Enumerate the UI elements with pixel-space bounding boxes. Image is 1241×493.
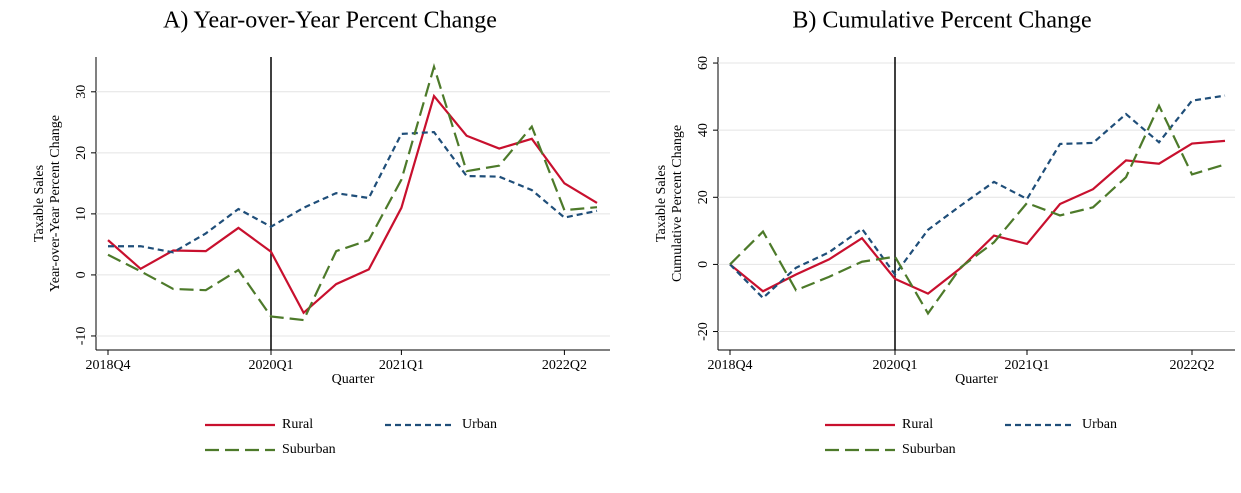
series-line (107, 62, 598, 322)
x-tick-label: 2021Q1 (1004, 358, 1049, 373)
y-tick-label: 20 (74, 146, 89, 160)
x-tick-label: 2020Q1 (248, 358, 293, 373)
x-tick-label: 2021Q1 (379, 358, 424, 373)
y-tick-label: -10 (74, 327, 89, 346)
series-line (729, 94, 1226, 300)
y-axis-label: Taxable Sales (654, 165, 669, 242)
y-axis-label: Year-over-Year Percent Change (48, 115, 63, 292)
x-tick-label: 2018Q4 (707, 358, 752, 373)
chart-title: B) Cumulative Percent Change (792, 8, 1091, 34)
x-axis-label: Quarter (955, 372, 998, 387)
x-axis-label: Quarter (332, 372, 375, 387)
y-tick-label: 20 (696, 190, 711, 204)
y-tick-label: -20 (696, 322, 711, 341)
legend-label: Rural (902, 417, 933, 432)
y-tick-label: 40 (696, 123, 711, 137)
chart-title: A) Year-over-Year Percent Change (163, 8, 497, 34)
series-line (729, 103, 1226, 316)
legend-label: Urban (1082, 417, 1117, 432)
y-tick-label: 10 (74, 207, 89, 221)
series-line (108, 130, 598, 254)
x-tick-label: 2020Q1 (872, 358, 917, 373)
legend-label: Suburban (282, 442, 336, 457)
y-tick-label: 60 (696, 56, 711, 70)
y-axis-label: Taxable Sales (32, 165, 47, 242)
legend-label: Urban (462, 417, 497, 432)
legend-label: Rural (282, 417, 313, 432)
x-tick-label: 2022Q2 (542, 358, 587, 373)
series-line (107, 93, 598, 315)
x-tick-label: 2018Q4 (85, 358, 130, 373)
x-tick-label: 2022Q2 (1169, 358, 1214, 373)
legend-label: Suburban (902, 442, 956, 457)
series-line (729, 139, 1226, 295)
y-tick-label: 0 (696, 261, 711, 268)
y-tick-label: 30 (74, 85, 89, 99)
y-axis-label: Cumulative Percent Change (670, 125, 685, 282)
y-tick-label: 0 (74, 271, 89, 278)
